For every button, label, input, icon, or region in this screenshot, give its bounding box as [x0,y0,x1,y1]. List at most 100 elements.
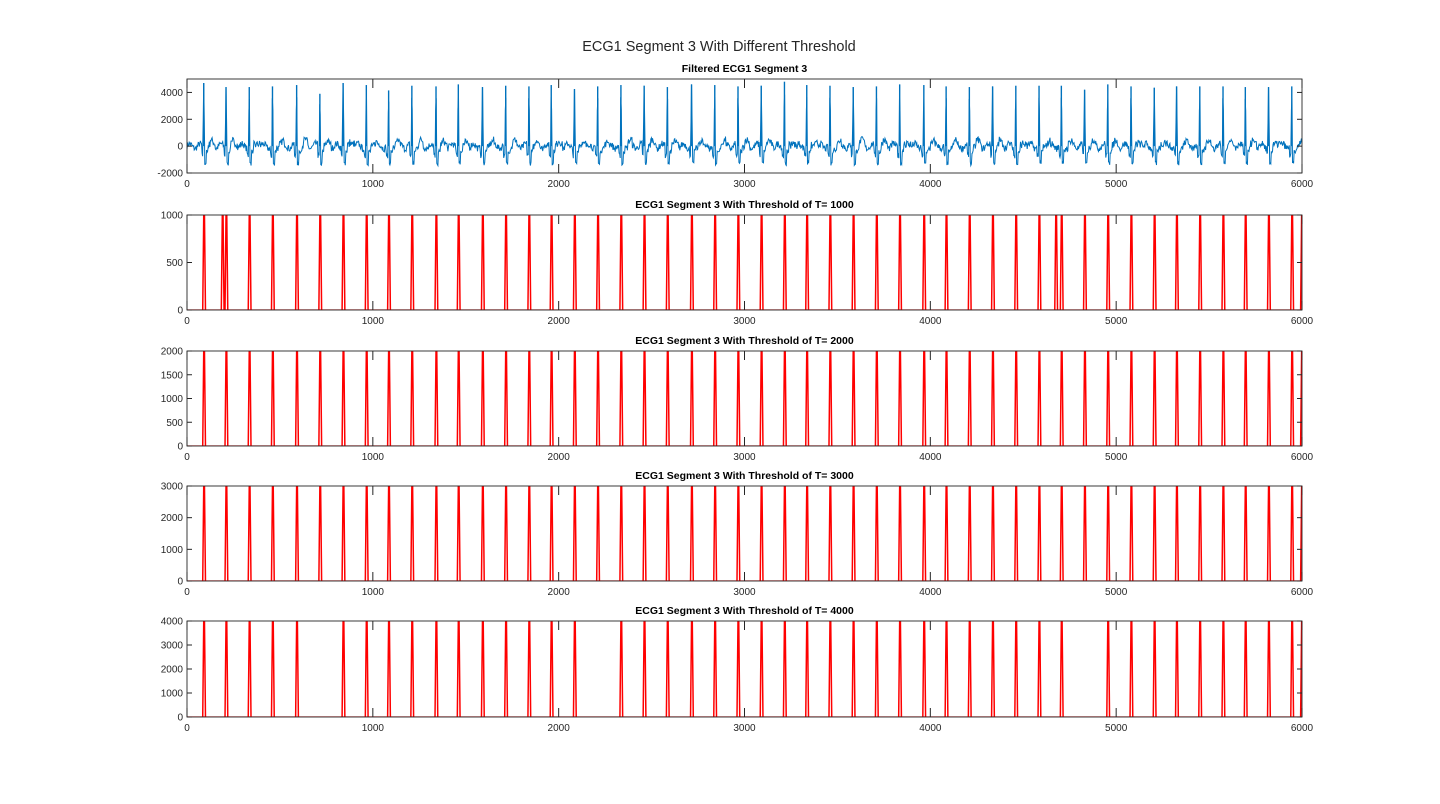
threshold-pulse [434,351,439,446]
subplot-4: 0 1000 2000 3000 4000 5000 6000 0 1000 2000 3000 EC… [161,470,1314,598]
x-tick-label: 4000 [919,316,942,327]
y-tick-label: 4000 [161,617,184,628]
x-tick-label: 2000 [548,452,571,463]
threshold-pulse [944,351,949,446]
subplot-1: 0 1000 2000 3000 4000 5000 6000-2000020004000F… [157,63,1313,190]
y-tick-label: 1000 [161,211,184,222]
x-tick-label: 0 [184,179,190,190]
threshold-pulse [851,486,856,581]
threshold-pulse [642,351,647,446]
threshold-pulse [527,215,532,310]
threshold-pulse [224,215,229,310]
threshold-pulse [1152,621,1157,717]
threshold-pulse [1059,621,1064,717]
y-tick-label: 500 [166,258,183,269]
threshold-pulse [1221,351,1226,446]
threshold-pulse [665,621,670,717]
y-tick-label: 0 [177,142,183,153]
threshold-pulse [410,351,415,446]
threshold-pulse [503,486,509,581]
threshold-pulse [1266,215,1272,310]
series-group [187,621,1302,717]
threshold-pulse [294,215,300,310]
threshold-pulse [318,486,323,581]
plot-area [187,79,1302,173]
x-tick-label: 4000 [919,587,942,598]
threshold-pulse [922,215,927,310]
threshold-pulse [434,215,439,310]
x-tick-label: 0 [184,587,190,598]
threshold-pulse [1106,621,1111,717]
subplot-5: 0 1000 2000 3000 4000 5000 6000 0 1000 2000 3000 40… [161,605,1314,734]
y-tick-label: 3000 [161,641,184,652]
threshold-pulse [967,351,972,446]
threshold-pulse [665,486,670,581]
x-tick-label: 1000 [362,723,385,734]
threshold-pulse [224,351,229,446]
threshold-pulse [1129,621,1134,717]
x-tick-label: 6000 [1291,723,1314,734]
threshold-pulse [736,621,741,717]
threshold-pulse [201,621,207,717]
threshold-pulse [1059,486,1064,581]
threshold-pulse [1106,486,1111,581]
x-tick-label: 0 [184,452,190,463]
threshold-pulse [1054,215,1059,310]
threshold-pulse [595,215,601,310]
threshold-pulse [922,351,927,446]
threshold-pulse [922,486,927,581]
threshold-pulse [294,351,300,446]
threshold-pulse [503,621,509,717]
threshold-pulse [341,621,346,717]
threshold-pulse [1198,215,1203,310]
threshold-pulse [782,215,787,310]
plot-area [187,351,1302,446]
threshold-pulse [967,621,972,717]
x-tick-label: 3000 [733,316,756,327]
threshold-pulse [642,215,647,310]
threshold-pulse [1106,215,1111,310]
threshold-pulse [201,486,207,581]
threshold-pulse [782,486,787,581]
threshold-pulse [828,486,833,581]
threshold-pulse [874,215,879,310]
threshold-pulse [828,215,833,310]
y-tick-label: 3000 [161,482,184,493]
threshold-pulse [527,486,532,581]
x-tick-label: 2000 [548,587,571,598]
plot-area [187,215,1302,310]
threshold-pulse [1221,215,1226,310]
threshold-pulse [990,486,996,581]
threshold-pulse [410,486,415,581]
threshold-pulse [736,486,741,581]
x-tick-label: 0 [184,316,190,327]
threshold-pulse [897,621,903,717]
threshold-pulse [619,215,624,310]
y-tick-label: 500 [166,418,183,429]
x-tick-label: 5000 [1105,452,1128,463]
threshold-pulse [572,351,577,446]
threshold-pulse [456,486,461,581]
subplots: 0 1000 2000 3000 4000 5000 6000-2000020004000F… [157,63,1313,734]
threshold-pulse [874,351,879,446]
threshold-pulse [549,215,554,310]
series-group [187,486,1302,581]
threshold-pulse [1082,351,1088,446]
threshold-pulse [364,215,369,310]
threshold-pulse [527,351,532,446]
threshold-pulse [851,621,856,717]
x-tick-label: 1000 [362,452,385,463]
threshold-pulse [805,351,810,446]
threshold-pulse [386,215,392,310]
x-tick-label: 1000 [362,179,385,190]
threshold-pulse [247,215,252,310]
threshold-pulse [572,215,577,310]
x-tick-label: 6000 [1291,316,1314,327]
threshold-pulse [689,215,695,310]
subplot-title: ECG1 Segment 3 With Threshold of T= 4000 [635,605,854,617]
threshold-pulse [1082,486,1088,581]
subplot-title: ECG1 Segment 3 With Threshold of T= 1000 [635,199,854,211]
x-tick-label: 6000 [1291,179,1314,190]
threshold-pulse [1198,486,1203,581]
figure-suptitle: ECG1 Segment 3 With Different Threshold [582,39,855,55]
